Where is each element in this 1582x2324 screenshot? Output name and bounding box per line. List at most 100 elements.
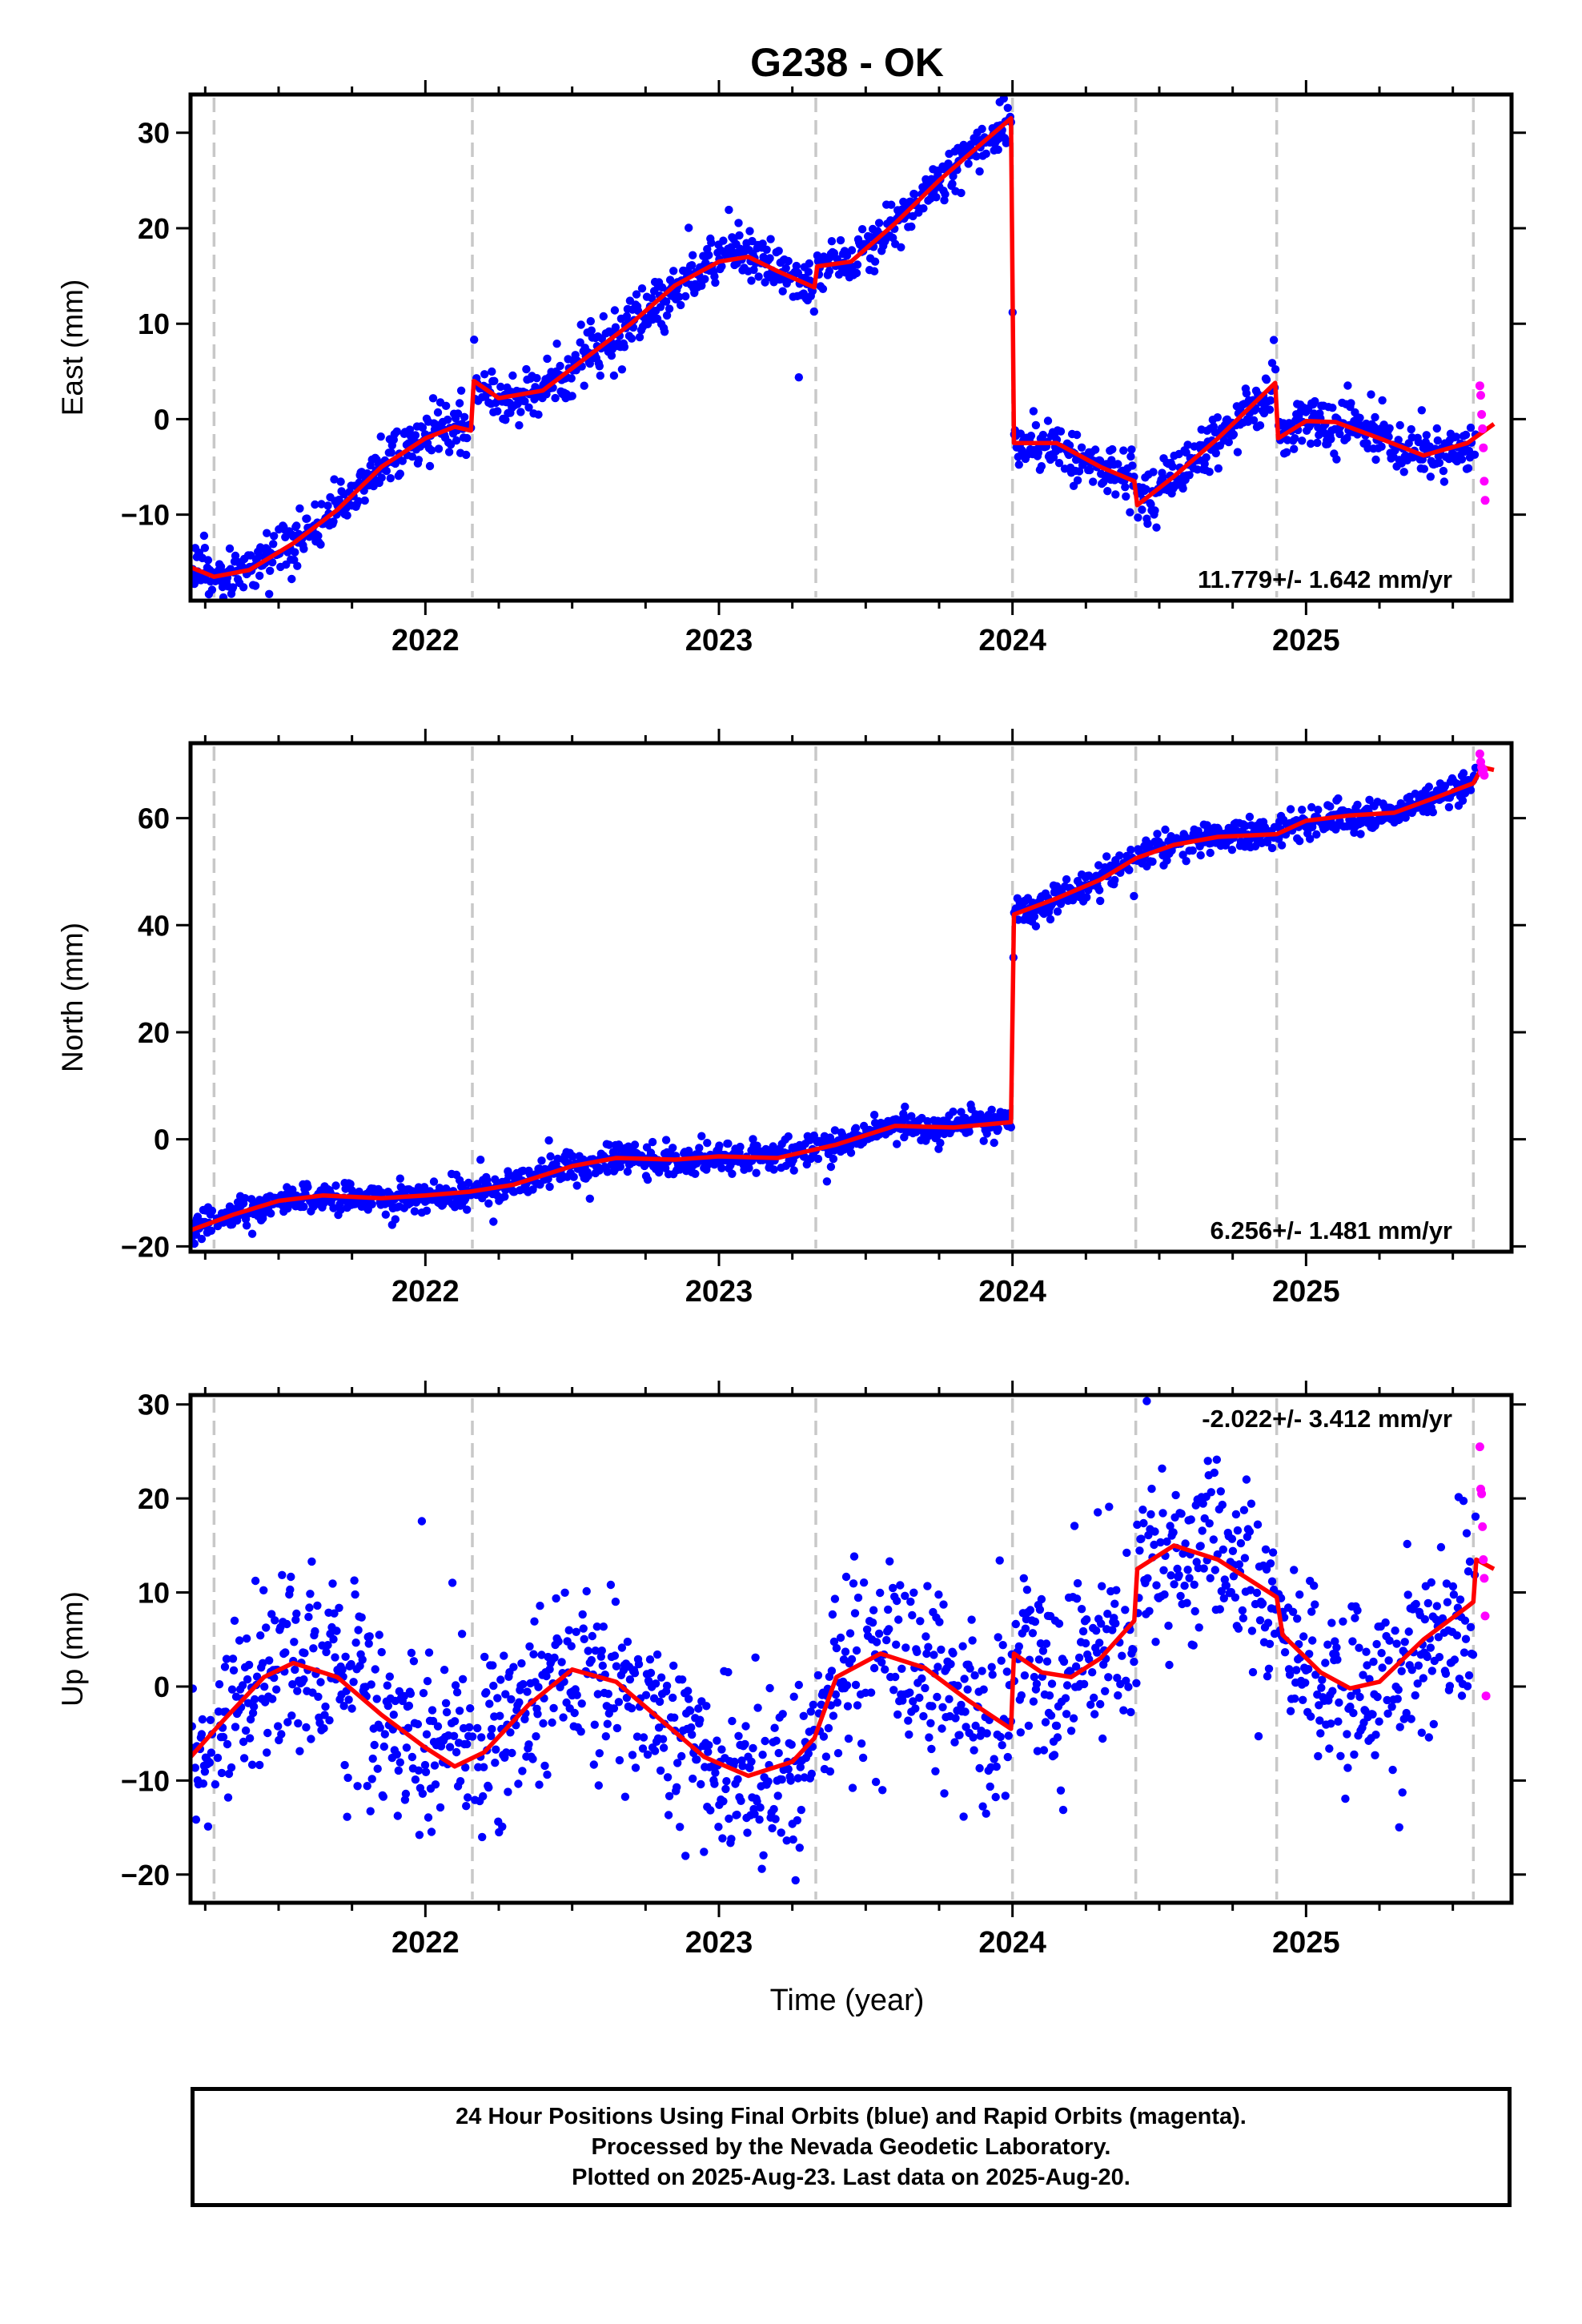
panel-frame [188,92,1514,603]
data-point [1046,1711,1056,1720]
data-point [304,1612,313,1622]
rapid-point [1478,424,1488,433]
y-tick-label: 0 [154,1124,170,1156]
data-point [1442,1579,1452,1588]
data-point [934,1663,942,1671]
data-point [466,1704,475,1713]
data-point [620,343,629,352]
data-point [669,267,678,275]
data-point [684,1687,693,1695]
data-point [443,415,452,424]
data-point [515,420,524,430]
x-tick-label: 2022 [391,1275,460,1309]
data-point [774,247,783,255]
data-point [585,1194,594,1204]
data-point [1392,1639,1401,1648]
data-point [949,1108,958,1116]
data-point [1381,1618,1390,1627]
data-point [770,1723,779,1732]
y-tick-label: −10 [121,1764,170,1797]
data-point [675,292,684,301]
data-point [191,1763,199,1772]
data-point [1234,1624,1243,1633]
data-point [1395,420,1404,430]
data-point [1355,413,1364,422]
data-point [676,1823,685,1831]
data-point [1143,519,1152,529]
data-point [1002,1667,1012,1676]
data-point [822,1177,832,1186]
data-point [853,1701,862,1710]
data-point [761,278,769,287]
data-point [772,1736,781,1745]
data-point [1128,461,1137,470]
data-point [548,1718,556,1727]
data-point [1314,1751,1323,1761]
data-point [291,548,299,557]
data-point [425,461,435,471]
y-axis-label: North (mm) [56,923,89,1072]
data-point [576,338,584,347]
data-point [1291,1694,1299,1703]
data-point [796,1763,805,1771]
data-point [516,408,525,416]
data-point [448,1578,457,1587]
data-point [1158,473,1167,482]
data-point [1387,1703,1396,1711]
data-point [769,1804,778,1814]
data-point [237,561,247,571]
data-point [768,1823,777,1833]
data-point [793,1774,802,1783]
data-point [386,474,395,483]
data-point [616,1162,625,1172]
data-point [413,1719,423,1729]
data-point [665,304,674,313]
data-point [1466,786,1476,794]
data-point [1432,1602,1442,1610]
data-point [1306,834,1315,843]
data-point [1143,1574,1152,1583]
rapid-point [1480,770,1489,780]
data-point [957,188,966,198]
data-point [1138,505,1146,514]
data-point [661,297,671,306]
data-point [617,1643,627,1652]
data-point [484,1783,493,1792]
data-point [1384,1656,1393,1665]
data-point [859,1578,869,1587]
data-point [994,1124,1002,1133]
data-point [909,1697,917,1706]
data-point [322,1647,331,1657]
data-point [1085,1655,1094,1664]
data-point [979,1685,988,1694]
data-point [260,1683,269,1691]
data-point [686,1707,695,1715]
data-point [1126,452,1135,461]
data-point [1203,1457,1212,1466]
data-point [314,531,323,541]
data-point [331,1181,340,1190]
data-point [1252,1588,1262,1598]
data-point [885,1557,894,1566]
data-point [331,1653,339,1662]
data-point [418,1789,428,1798]
data-point [290,1638,299,1647]
data-point [402,1743,412,1752]
data-point [1160,1590,1169,1599]
data-point [1253,1520,1263,1529]
data-point [627,334,636,343]
data-point [734,1731,743,1740]
data-point [761,1736,769,1746]
data-point [765,1683,774,1693]
data-point [638,1744,648,1753]
data-point [1426,1643,1435,1652]
data-point [407,1648,416,1658]
data-point [1056,1786,1066,1795]
data-point [1395,1823,1403,1831]
data-point [1139,1518,1148,1528]
data-point [930,1651,938,1659]
data-point [710,1779,719,1788]
data-point [906,1597,915,1606]
data-point [496,1675,505,1684]
data-point [270,532,279,541]
